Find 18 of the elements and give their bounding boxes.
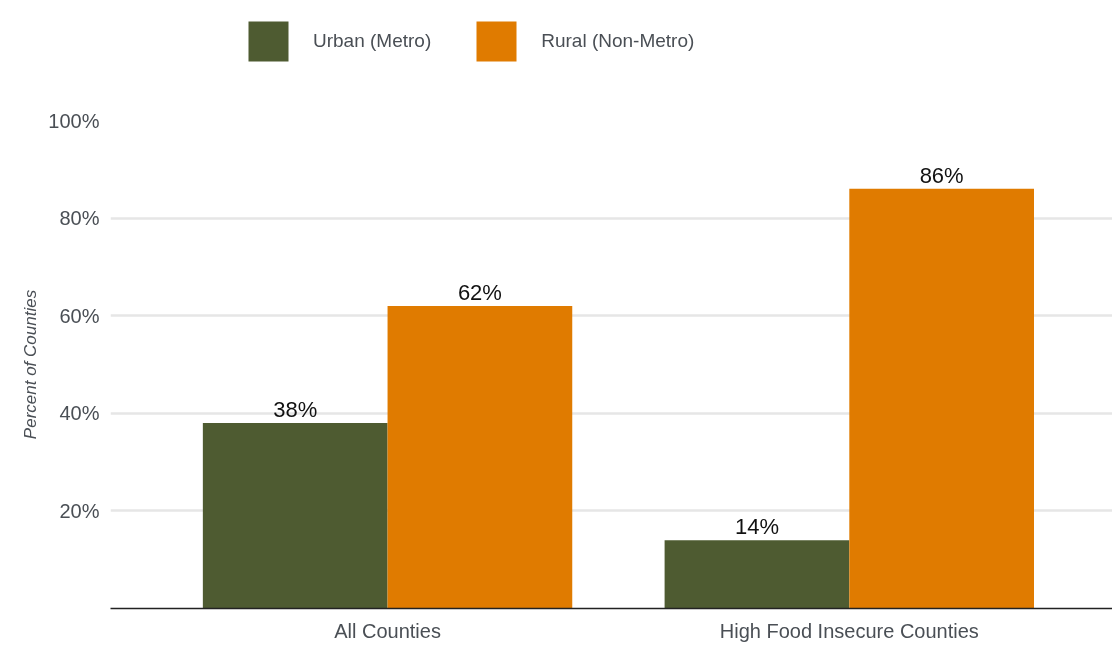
y-tick-label: 20% [59,499,100,522]
legend-label: Urban (Metro) [313,30,432,52]
y-axis-title: Percent of Counties [21,289,41,440]
bar [664,540,850,609]
y-tick-label: 60% [59,304,100,327]
x-tick-label: High Food Insecure Counties [719,619,979,642]
x-tick-label: All Counties [334,619,441,642]
legend-label: Rural (Non-Metro) [541,30,695,52]
y-tick-label: 40% [59,402,100,425]
data-label: 14% [734,514,779,540]
bar [202,423,388,609]
y-tick-label: 100% [48,109,100,132]
bar [387,305,573,609]
data-label: 62% [457,279,502,305]
data-label: 38% [273,397,318,423]
y-tick-label: 80% [59,207,100,230]
data-label: 86% [919,162,964,188]
bar [849,188,1034,609]
